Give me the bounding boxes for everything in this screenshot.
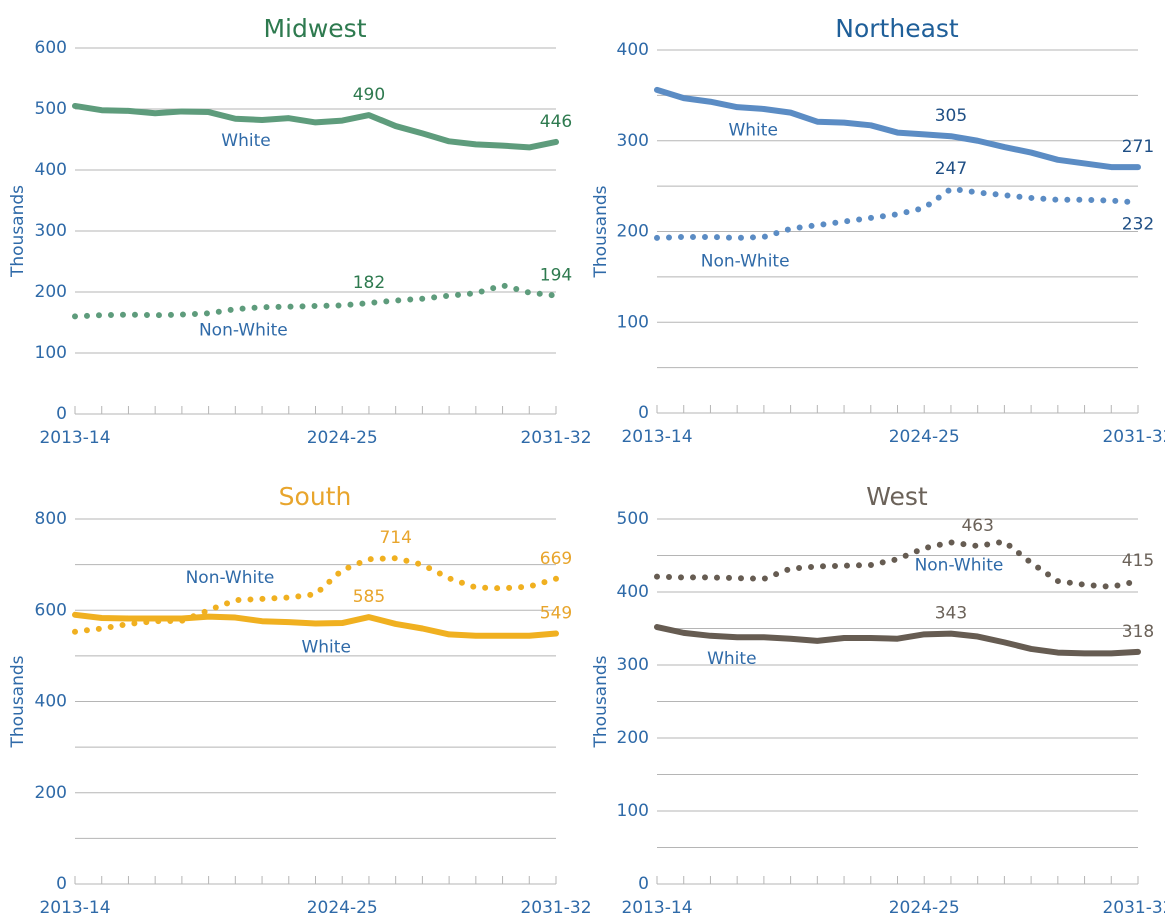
x-tick-label: 2024-25 — [889, 427, 960, 447]
y-tick-label: 800 — [35, 509, 67, 529]
y-tick-label: 200 — [35, 783, 67, 803]
value-label: 585 — [353, 587, 385, 607]
series-line — [654, 185, 1141, 241]
chart-title: Midwest — [263, 14, 366, 43]
y-tick-label: 300 — [35, 221, 67, 241]
x-tick-label: 2013-14 — [39, 898, 110, 918]
y-tick-label: 500 — [35, 99, 67, 119]
x-tick-label: 2031-32 — [520, 898, 591, 918]
series-label: White — [728, 120, 777, 140]
y-tick-label: 600 — [35, 38, 67, 58]
y-tick-label: 0 — [56, 874, 67, 894]
x-tick-label: 2031-32 — [1102, 898, 1165, 918]
y-tick-label: 100 — [617, 801, 649, 821]
y-axis-title: Thousands — [8, 655, 28, 748]
chart-title: Northeast — [835, 14, 959, 43]
value-label: 247 — [935, 159, 967, 179]
value-label: 714 — [379, 528, 411, 548]
y-tick-label: 400 — [617, 582, 649, 602]
y-tick-label: 0 — [638, 403, 649, 423]
y-axis-title: Thousands — [8, 185, 28, 278]
series-label: Non-White — [701, 252, 790, 272]
value-label: 463 — [961, 516, 993, 536]
value-label: 318 — [1122, 622, 1154, 642]
x-tick-label: 2031-32 — [1102, 427, 1165, 447]
chart-title: South — [279, 482, 352, 511]
series-line — [654, 624, 1141, 657]
series-line — [72, 611, 559, 639]
y-tick-label: 200 — [35, 282, 67, 302]
x-tick-label: 2013-14 — [621, 427, 692, 447]
series-line — [72, 282, 559, 320]
value-label: 343 — [935, 604, 967, 624]
y-tick-label: 0 — [56, 404, 67, 424]
x-tick-label: 2024-25 — [307, 428, 378, 448]
y-tick-label: 100 — [617, 312, 649, 332]
y-tick-label: 100 — [35, 343, 67, 363]
series-label: White — [301, 637, 350, 657]
value-label: 669 — [540, 549, 572, 569]
value-label: 446 — [540, 112, 572, 132]
series-line — [72, 555, 559, 635]
y-tick-label: 300 — [617, 655, 649, 675]
series-label: Non-White — [915, 555, 1004, 575]
value-label: 182 — [353, 273, 385, 293]
y-tick-label: 500 — [617, 509, 649, 529]
y-tick-label: 0 — [638, 874, 649, 894]
series-label: White — [221, 131, 270, 151]
series-label: Non-White — [186, 568, 275, 588]
series-line — [654, 86, 1141, 171]
y-tick-label: 200 — [617, 222, 649, 242]
value-label: 549 — [540, 604, 572, 624]
series-line — [654, 538, 1141, 590]
series-line — [72, 102, 559, 151]
x-tick-label: 2024-25 — [307, 898, 378, 918]
chart-title: West — [866, 482, 928, 511]
x-tick-label: 2024-25 — [889, 898, 960, 918]
series-label: White — [707, 649, 756, 669]
value-label: 305 — [935, 106, 967, 126]
y-tick-label: 200 — [617, 728, 649, 748]
y-tick-label: 600 — [35, 600, 67, 620]
series-label: Non-White — [199, 321, 288, 341]
value-label: 271 — [1122, 137, 1154, 157]
value-label: 415 — [1122, 551, 1154, 571]
y-tick-label: 400 — [35, 692, 67, 712]
y-axis-title: Thousands — [591, 655, 611, 748]
y-tick-label: 400 — [35, 160, 67, 180]
value-label: 194 — [540, 266, 572, 286]
y-axis-title: Thousands — [591, 185, 611, 278]
x-tick-label: 2013-14 — [39, 428, 110, 448]
x-tick-label: 2013-14 — [621, 898, 692, 918]
y-tick-label: 300 — [617, 131, 649, 151]
value-label: 232 — [1122, 214, 1154, 234]
y-tick-label: 400 — [617, 40, 649, 60]
x-tick-label: 2031-32 — [520, 428, 591, 448]
value-label: 490 — [353, 85, 385, 105]
